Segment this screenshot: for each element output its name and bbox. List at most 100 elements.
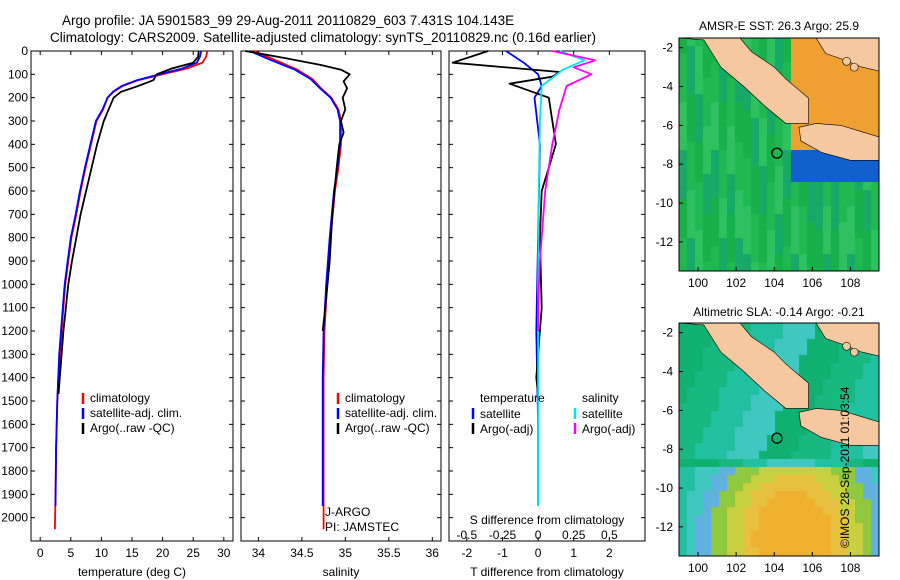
field-cell	[799, 150, 807, 158]
field-cell	[695, 38, 703, 46]
land-islet	[849, 62, 859, 72]
field-cell	[791, 427, 799, 435]
field-cell	[727, 547, 735, 555]
field-cell	[799, 547, 807, 555]
field-cell	[695, 363, 703, 371]
field-cell	[767, 403, 775, 411]
x-tick-label: 0	[37, 546, 44, 560]
field-cell	[847, 214, 855, 222]
field-cell	[775, 435, 783, 443]
field-cell	[783, 435, 791, 443]
field-cell	[711, 110, 719, 118]
field-cell	[703, 363, 711, 371]
x-tick-label: 100	[688, 561, 708, 575]
field-cell	[807, 214, 815, 222]
field-cell	[775, 451, 783, 459]
legend-label: climatology	[345, 391, 405, 405]
field-cell	[871, 118, 879, 126]
field-cell	[815, 531, 823, 539]
series-line-argo-raw-qc-	[245, 50, 351, 332]
field-cell	[727, 419, 735, 427]
field-cell	[815, 547, 823, 555]
field-cell	[695, 467, 703, 475]
field-cell	[703, 403, 711, 411]
field-cell	[703, 331, 711, 339]
field-cell	[743, 174, 751, 182]
field-cell	[823, 515, 831, 523]
field-cell	[695, 435, 703, 443]
field-cell	[735, 214, 743, 222]
field-cell	[831, 254, 839, 262]
field-cell	[807, 483, 815, 491]
field-cell	[791, 150, 799, 158]
x-tick-label: 34.5	[290, 546, 314, 560]
field-cell	[679, 62, 687, 70]
field-cell	[831, 451, 839, 459]
x-tick-label: 1	[570, 546, 577, 560]
field-cell	[711, 507, 719, 515]
field-cell	[799, 182, 807, 190]
field-cell	[815, 499, 823, 507]
field-cell	[695, 62, 703, 70]
field-cell	[783, 134, 791, 142]
field-cell	[743, 507, 751, 515]
field-cell	[807, 363, 815, 371]
field-cell	[871, 443, 879, 451]
field-cell	[847, 515, 855, 523]
field-cell	[695, 475, 703, 483]
field-cell	[759, 507, 767, 515]
field-cell	[847, 507, 855, 515]
field-cell	[799, 467, 807, 475]
field-cell	[855, 70, 863, 78]
field-cell	[799, 371, 807, 379]
field-cell	[831, 78, 839, 86]
field-cell	[711, 547, 719, 555]
field-cell	[831, 355, 839, 363]
field-cell	[791, 62, 799, 70]
field-cell	[775, 403, 783, 411]
y-tick-label: 300	[8, 114, 28, 128]
field-cell	[767, 238, 775, 246]
field-cell	[815, 515, 823, 523]
field-cell	[735, 182, 743, 190]
field-cell	[719, 515, 727, 523]
field-cell	[679, 262, 687, 270]
x-axis-label: salinity	[323, 565, 360, 579]
field-cell	[863, 78, 871, 86]
field-cell	[759, 158, 767, 166]
field-cell	[823, 230, 831, 238]
field-cell	[807, 523, 815, 531]
field-cell	[847, 174, 855, 182]
field-cell	[695, 150, 703, 158]
field-cell	[751, 190, 759, 198]
field-cell	[815, 102, 823, 110]
field-cell	[751, 262, 759, 270]
field-cell	[743, 230, 751, 238]
diff-series-line-2	[537, 50, 586, 506]
field-cell	[775, 38, 783, 46]
field-cell	[863, 198, 871, 206]
field-cell	[783, 427, 791, 435]
field-cell	[791, 54, 799, 62]
field-cell	[791, 182, 799, 190]
field-cell	[863, 230, 871, 238]
field-cell	[767, 126, 775, 134]
field-cell	[783, 174, 791, 182]
field-cell	[871, 403, 879, 411]
field-cell	[767, 443, 775, 451]
field-cell	[839, 158, 847, 166]
field-cell	[759, 38, 767, 46]
field-cell	[791, 443, 799, 451]
y-tick-label: 700	[8, 207, 28, 221]
field-cell	[775, 158, 783, 166]
field-cell	[759, 222, 767, 230]
field-cell	[719, 94, 727, 102]
field-cell	[823, 174, 831, 182]
field-cell	[679, 547, 687, 555]
field-cell	[751, 523, 759, 531]
field-cell	[735, 254, 743, 262]
field-cell	[839, 166, 847, 174]
field-cell	[679, 467, 687, 475]
field-cell	[871, 230, 879, 238]
